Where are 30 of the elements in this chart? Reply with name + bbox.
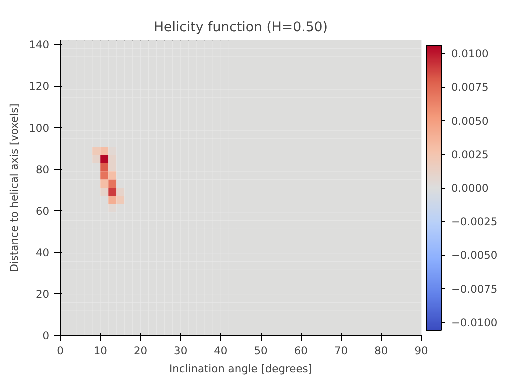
y-tick-label: 0 [42, 330, 50, 342]
color-bar-label: −0.0100 [452, 316, 498, 330]
chart-title: Helicity function (H=0.50) [154, 20, 328, 36]
y-tick-label: 40 [36, 246, 50, 260]
y-tick-label: 60 [36, 204, 50, 218]
y-axis-title: Distance to helical axis [voxels] [8, 104, 22, 272]
y-tick-label: 20 [36, 288, 50, 301]
x-axis-title: Inclination angle [degrees] [170, 362, 312, 376]
color-bar-label: −0.0025 [452, 216, 498, 229]
x-tick-label: 30 [174, 344, 188, 358]
x-tick-label: 80 [374, 344, 388, 358]
y-tick-label: 100 [29, 122, 50, 135]
color-bar-label: −0.0075 [452, 282, 498, 296]
x-tick-label: 70 [334, 344, 348, 358]
x-tick-label: 0 [57, 344, 64, 358]
y-tick-label: 120 [29, 80, 50, 94]
color-bar-label: 0.0075 [452, 81, 489, 94]
y-tick-label: 140 [29, 38, 50, 52]
color-bar-label: 0.0025 [452, 148, 489, 162]
color-bar-label: 0.0000 [452, 182, 490, 195]
color-bar-label: −0.0050 [452, 249, 498, 262]
x-tick-label: 20 [134, 344, 148, 358]
y-tick-label: 80 [36, 163, 50, 176]
x-tick-label: 40 [214, 344, 228, 358]
color-bar-label: 0.0100 [452, 48, 490, 61]
x-tick-label: 90 [414, 344, 428, 358]
color-bar-label: 0.0050 [452, 114, 490, 128]
x-tick-label: 10 [94, 344, 108, 358]
x-tick-label: 60 [294, 344, 308, 358]
x-tick-label: 50 [254, 344, 268, 358]
